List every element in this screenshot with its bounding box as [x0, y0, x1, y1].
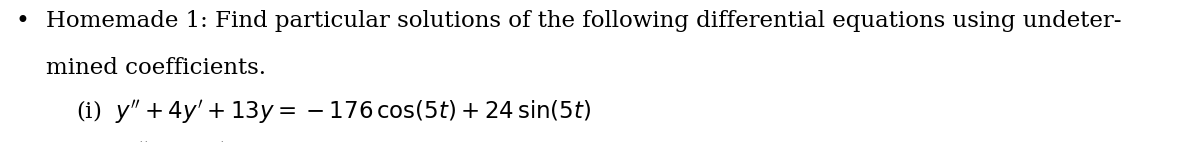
- Text: Homemade 1: Find particular solutions of the following differential equations us: Homemade 1: Find particular solutions of…: [46, 10, 1121, 32]
- Text: mined coefficients.: mined coefficients.: [46, 57, 265, 79]
- Text: •: •: [16, 10, 30, 33]
- Text: (i)  $y'' + 4y' + 13y = -176\,\cos(5t) + 24\,\sin(5t)$: (i) $y'' + 4y' + 13y = -176\,\cos(5t) + …: [76, 99, 590, 127]
- Text: (ii)  $y'' + 10y' + 34y = -100\,\cos(3t) - 185\,\sin(3t)$: (ii) $y'' + 10y' + 34y = -100\,\cos(3t) …: [76, 141, 628, 142]
